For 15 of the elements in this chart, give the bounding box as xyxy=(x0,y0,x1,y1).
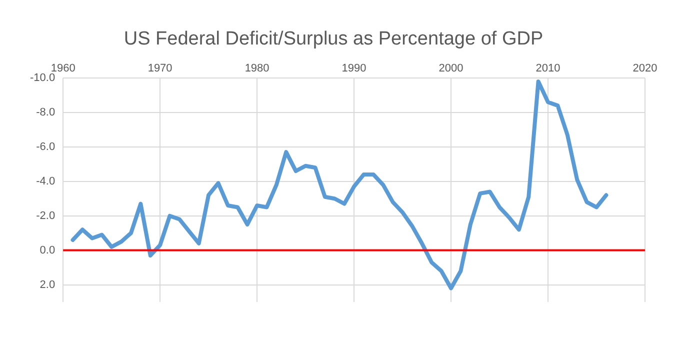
x-tick-label: 2020 xyxy=(632,62,658,74)
x-tick-label: 1980 xyxy=(244,62,270,74)
y-tick-label: -2.0 xyxy=(36,210,56,222)
y-tick-label: -8.0 xyxy=(36,106,56,118)
chart-title: US Federal Deficit/Surplus as Percentage of GDP xyxy=(124,28,544,50)
y-tick-label: -4.0 xyxy=(36,175,56,188)
x-tick-label: 2010 xyxy=(536,62,560,74)
y-tick-label: -6.0 xyxy=(36,140,56,153)
x-tick-label: 2000 xyxy=(438,62,464,74)
x-tick-label: 1970 xyxy=(148,62,172,74)
x-tick-label: 1990 xyxy=(342,62,366,74)
x-tick-label: 1960 xyxy=(50,62,76,74)
y-tick-label: 0.0 xyxy=(40,244,56,256)
y-tick-label: 2.0 xyxy=(40,278,56,291)
y-tick-label: -10.0 xyxy=(30,72,56,84)
